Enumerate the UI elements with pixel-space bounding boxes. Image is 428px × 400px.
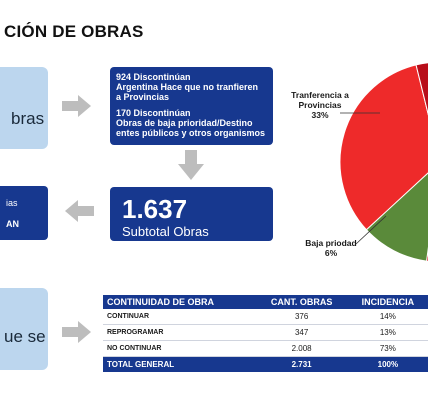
info-line1: 924 Discontinúan (116, 72, 191, 82)
column-header: INCIDENCIA (347, 295, 428, 309)
table-row: NO CONTINUAR 2.008 73% (103, 340, 428, 357)
subtotal-box (110, 187, 273, 241)
pie-chart (339, 62, 428, 262)
table-cell: 2.008 (255, 340, 348, 357)
continuity-table: CONTINUIDAD DE OBRA CANT. OBRAS INCIDENC… (103, 295, 428, 372)
arrow-right-icon (62, 321, 91, 343)
table-total-row: TOTAL GENERAL 2.731 100% (103, 356, 428, 372)
left-box-middle-line2: AN (6, 219, 19, 229)
table-cell: 2.731 (255, 356, 348, 372)
table-cell: 100% (347, 356, 428, 372)
table-cell: CONTINUAR (103, 309, 256, 325)
pie-leader-line (340, 112, 380, 114)
table-cell: 13% (347, 324, 428, 341)
table-row: CONTINUAR 376 14% (103, 309, 428, 325)
subtotal-number: 1.637 (122, 194, 188, 224)
left-box-top (0, 67, 48, 149)
arrow-down-icon (178, 150, 204, 180)
pie-label-transfer-line1: Tranferencia a (291, 90, 349, 100)
info-line6: entes públicos y otros organismos (116, 128, 266, 138)
arrow-right-icon (62, 95, 91, 117)
column-header: CANT. OBRAS (255, 295, 348, 309)
info-line3: a Provincias (116, 92, 170, 102)
left-box-top-text: bras (11, 109, 45, 128)
info-line4: 170 Discontinúan (116, 108, 191, 118)
left-box-middle-line1: ias (6, 198, 18, 208)
pie-label-transfer-pct: 33% (311, 110, 329, 120)
table-cell: 347 (255, 324, 348, 341)
info-line2: Argentina Hace que no tranfieren (116, 82, 259, 92)
table-cell: REPROGRAMAR (103, 324, 256, 341)
table-header-row: CONTINUIDAD DE OBRA CANT. OBRAS INCIDENC… (103, 295, 428, 309)
pie-label-baja-pct: 6% (324, 248, 338, 258)
arrow-left-icon (65, 200, 94, 222)
info-line5: Obras de baja prioridad/Destino (116, 118, 253, 128)
left-box-bottom-text: ue se (4, 327, 46, 346)
left-box-bottom (0, 288, 48, 370)
table-row: REPROGRAMAR 347 13% (103, 324, 428, 341)
column-header: CONTINUIDAD DE OBRA (103, 295, 256, 309)
table-cell: NO CONTINUAR (103, 340, 256, 357)
table-cell: 73% (347, 340, 428, 357)
pie-slice (415, 62, 428, 116)
table-cell: 14% (347, 309, 428, 325)
pie-slice (339, 64, 428, 231)
info-box (110, 67, 273, 145)
left-box-middle (0, 186, 48, 240)
pie-label-transfer-line2: Provincias (298, 100, 342, 110)
pie-label-baja-line1: Baja priodad (305, 238, 357, 248)
table-cell: 376 (255, 309, 348, 325)
pie-slice (365, 172, 428, 262)
pie-leader-line (355, 215, 387, 245)
table-cell: TOTAL GENERAL (103, 356, 256, 372)
page-title: CIÓN DE OBRAS (4, 22, 144, 41)
subtotal-label: Subtotal Obras (122, 224, 209, 239)
